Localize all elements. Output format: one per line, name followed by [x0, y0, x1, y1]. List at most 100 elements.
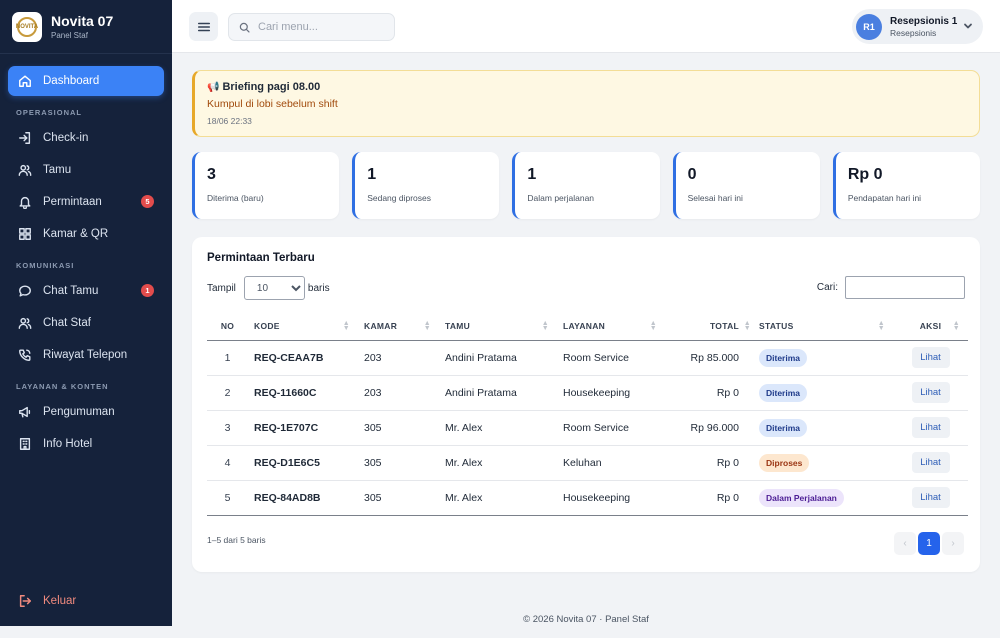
cell-layanan: Room Service: [557, 410, 665, 446]
table-header-row: NO KODE ▲ ▼ KAMAR ▲ ▼ TAMU ▲ ▼ LAYANAN ▲ ▼ TOTAL…: [207, 312, 968, 341]
chat-icon: [19, 285, 31, 297]
column-header-label: TAMU: [445, 320, 471, 331]
column-header-label: TOTAL: [709, 320, 739, 331]
status-badge: Diterima: [759, 418, 808, 437]
view-button[interactable]: Lihat: [911, 452, 950, 473]
column-header-kode[interactable]: KODE ▲ ▼: [248, 312, 358, 341]
notification-badge: 1: [141, 284, 154, 297]
stat-value: 3: [207, 166, 216, 183]
alert-message: Kumpul di lobi sebelum shift: [207, 98, 338, 110]
column-header-aksi[interactable]: AKSI ▲ ▼: [893, 312, 968, 341]
table-search-input[interactable]: [845, 276, 965, 299]
sidebar-item-chat-tamu[interactable]: Chat Tamu 1: [8, 276, 164, 306]
cell-tamu: Mr. Alex: [439, 410, 557, 446]
cell-no: 5: [207, 480, 248, 516]
view-button[interactable]: Lihat: [911, 382, 950, 403]
sidebar-item-kamar-qr[interactable]: Kamar & QR: [8, 219, 164, 249]
menu-search-input[interactable]: [258, 21, 388, 33]
cell-layanan: Keluhan: [557, 445, 665, 481]
sidebar-item-label: Chat Tamu: [43, 285, 99, 297]
stat-card-diterima: 3 Diterima (baru): [192, 152, 340, 219]
stat-card-perjalanan: 1 Dalam perjalanan: [512, 152, 660, 219]
stat-value: 1: [367, 166, 377, 183]
logout-icon: [19, 595, 31, 607]
cell-total: Rp 0: [665, 375, 753, 411]
column-header-label: AKSI: [919, 320, 942, 331]
page-length-control: Tampil 10 baris: [207, 276, 330, 300]
cell-layanan: Housekeeping: [557, 375, 665, 411]
user-name: Resepsionis 1: [890, 15, 958, 27]
footer: © 2026 Novita 07 · Panel Staf: [523, 614, 649, 625]
next-page-button[interactable]: ›: [942, 532, 964, 555]
show-label: Tampil: [207, 282, 236, 294]
sidebar-item-chat-staf[interactable]: Chat Staf: [8, 308, 164, 338]
user-menu[interactable]: R1 Resepsionis 1 Resepsionis: [852, 9, 983, 44]
page-button-current[interactable]: 1: [918, 532, 940, 555]
users-icon: [18, 317, 32, 329]
view-button[interactable]: Lihat: [911, 487, 950, 508]
stat-label: Dalam perjalanan: [527, 193, 595, 203]
requests-table: NO KODE ▲ ▼ KAMAR ▲ ▼ TAMU ▲ ▼ LAYANAN ▲ ▼ TOTAL…: [207, 312, 968, 516]
sidebar-item-dashboard[interactable]: Dashboard: [8, 66, 164, 96]
sidebar-item-riwayat-telepon[interactable]: Riwayat Telepon: [8, 340, 164, 370]
cell-kamar: 305: [358, 480, 439, 516]
column-header-kamar[interactable]: KAMAR ▲ ▼: [358, 312, 439, 341]
section-komunikasi: KOMUNIKASI: [16, 261, 75, 270]
cell-layanan: Housekeeping: [557, 480, 665, 516]
sidebar-item-check-in[interactable]: Check-in: [8, 123, 164, 153]
cell-no: 3: [207, 410, 248, 446]
logout-button[interactable]: Keluar: [8, 586, 164, 616]
cell-kode: REQ-1E707C: [248, 410, 358, 446]
sidebar-item-pengumuman[interactable]: Pengumuman: [8, 397, 164, 427]
cell-status: Diterima: [753, 375, 893, 411]
column-header-label: NO: [220, 320, 235, 331]
table-row: 4 REQ-D1E6C5 305 Mr. Alex Keluhan Rp 0 D…: [207, 445, 968, 481]
sidebar-item-tamu[interactable]: Tamu: [8, 155, 164, 185]
home-icon: [19, 75, 31, 87]
column-header-total[interactable]: TOTAL ▲ ▼: [665, 312, 753, 341]
sidebar-item-label: Chat Staf: [43, 317, 91, 329]
prev-page-button[interactable]: ‹: [894, 532, 916, 555]
table-row: 2 REQ-11660C 203 Andini Pratama Housekee…: [207, 375, 968, 411]
user-role: Resepsionis: [890, 27, 937, 38]
login-icon: [19, 132, 31, 144]
cell-tamu: Andini Pratama: [439, 375, 557, 411]
stat-card-diproses: 1 Sedang diproses: [352, 152, 500, 219]
sidebar-item-permintaan[interactable]: Permintaan 5: [8, 187, 164, 217]
sidebar-nav: Dashboard OPERASIONAL Check-in Tamu Perm…: [0, 54, 172, 459]
cell-kamar: 305: [358, 445, 439, 481]
sort-icon: ▲ ▼: [952, 320, 960, 332]
pagination: ‹ 1 ›: [894, 532, 964, 555]
status-badge: Dalam Perjalanan: [759, 488, 844, 507]
sidebar-item-label: Dashboard: [43, 75, 100, 87]
phone-icon: [19, 349, 31, 361]
menu-toggle-button[interactable]: [189, 12, 218, 41]
column-header-label: LAYANAN: [563, 320, 606, 331]
cell-total: Rp 96.000: [665, 410, 753, 446]
alert-title: Briefing pagi 08.00: [222, 81, 321, 93]
table-row: 5 REQ-84AD8B 305 Mr. Alex Housekeeping R…: [207, 480, 968, 516]
cell-tamu: Mr. Alex: [439, 445, 557, 481]
rows-label: baris: [307, 282, 330, 294]
view-button[interactable]: Lihat: [911, 417, 950, 438]
cell-aksi: Lihat: [893, 410, 968, 446]
column-header-label: KODE: [254, 320, 280, 331]
column-header-layanan[interactable]: LAYANAN ▲ ▼: [557, 312, 665, 341]
view-button[interactable]: Lihat: [911, 347, 950, 368]
alert-timestamp: 18/06 22:33: [207, 116, 252, 126]
column-header-tamu[interactable]: TAMU ▲ ▼: [439, 312, 557, 341]
sort-icon: ▲ ▼: [877, 320, 885, 332]
column-header-status[interactable]: STATUS ▲ ▼: [753, 312, 893, 341]
page-length-select[interactable]: 10: [243, 276, 305, 300]
cell-no: 1: [207, 340, 248, 376]
sidebar-item-label: Check-in: [43, 132, 89, 144]
cell-kode: REQ-CEAA7B: [248, 340, 358, 376]
sidebar-item-info-hotel[interactable]: Info Hotel: [8, 429, 164, 459]
column-header-no[interactable]: NO: [207, 312, 248, 341]
cell-aksi: Lihat: [893, 375, 968, 411]
stat-value: 0: [687, 166, 697, 183]
stats-row: 3 Diterima (baru) 1 Sedang diproses 1 Da…: [192, 152, 981, 219]
users-icon: [18, 164, 32, 176]
stat-value: Rp 0: [847, 166, 883, 183]
cell-status: Diterima: [753, 410, 893, 446]
